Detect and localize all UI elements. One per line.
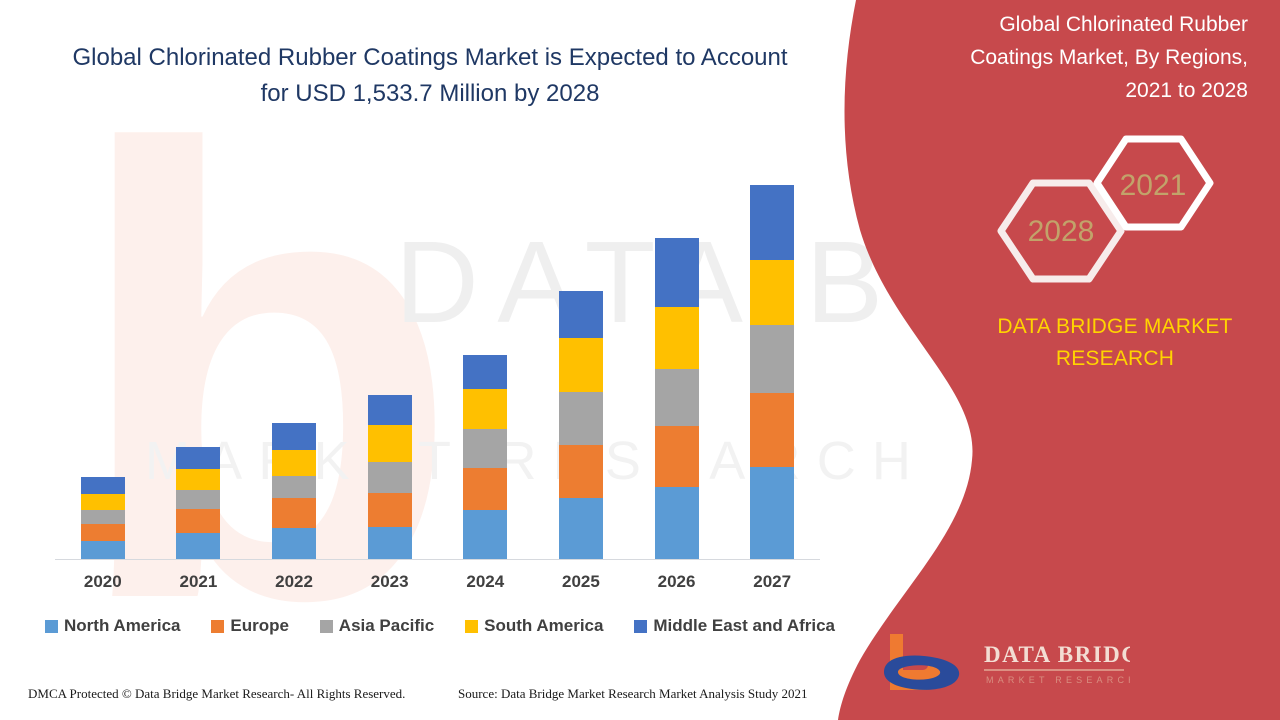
dmca-notice: DMCA Protected © Data Bridge Market Rese… <box>28 686 406 701</box>
bar-segment[interactable] <box>463 389 508 429</box>
bar-segment[interactable] <box>558 338 603 392</box>
bar-group-2024[interactable] <box>463 355 508 559</box>
bar-segment[interactable] <box>176 490 221 509</box>
x-axis-line <box>55 559 820 560</box>
bar-segment[interactable] <box>272 476 317 498</box>
bar-segment[interactable] <box>750 325 795 393</box>
bar-group-2023[interactable] <box>367 395 412 559</box>
bar-segment[interactable] <box>558 445 603 498</box>
bar-segment[interactable] <box>463 429 508 468</box>
bar-group-2021[interactable] <box>176 447 221 559</box>
legend-swatch-icon <box>45 619 58 633</box>
legend-swatch-icon <box>634 619 648 633</box>
bar-segment[interactable] <box>463 468 508 510</box>
page-title: Global Chlorinated Rubber Coatings Marke… <box>72 44 788 107</box>
bar-segment[interactable] <box>558 392 603 445</box>
bar-group-2025[interactable] <box>558 291 603 559</box>
x-axis-label-2026: 2026 <box>657 572 696 591</box>
bar-segment[interactable] <box>176 533 221 559</box>
legend-label: North America <box>64 616 181 635</box>
bar-segment[interactable] <box>272 498 317 528</box>
bar-segment[interactable] <box>80 477 125 494</box>
legend-swatch-icon <box>319 619 333 633</box>
bar-segment[interactable] <box>654 426 699 487</box>
bar-segment[interactable] <box>272 423 317 450</box>
legend-label: Europe <box>230 616 289 635</box>
source-note: Source: Data Bridge Market Research Mark… <box>458 686 808 701</box>
bar-segment[interactable] <box>654 369 699 426</box>
legend-item[interactable]: North America <box>45 616 181 636</box>
bar-segment[interactable] <box>80 494 125 510</box>
bar-segment[interactable] <box>80 510 125 524</box>
chart-panel: Global Chlorinated Rubber Coatings Marke… <box>55 44 820 602</box>
bar-segment[interactable] <box>750 260 795 325</box>
legend-label: South America <box>484 616 604 635</box>
legend-label: Middle East and Africa <box>653 616 835 635</box>
bar-segment[interactable] <box>176 469 221 490</box>
bar-segment[interactable] <box>272 528 317 559</box>
bar-group-2027[interactable] <box>750 185 795 559</box>
x-axis-label-2024: 2024 <box>466 572 505 591</box>
bar-segment[interactable] <box>80 541 125 559</box>
bar-segment[interactable] <box>367 425 412 462</box>
bar-segment[interactable] <box>80 524 125 541</box>
x-axis-label-2027: 2027 <box>753 572 792 591</box>
stacked-bar-chart <box>55 170 820 560</box>
bar-segment[interactable] <box>750 467 795 559</box>
bar-segment[interactable] <box>558 498 603 559</box>
bar-segment[interactable] <box>750 393 795 467</box>
bar-group-2022[interactable] <box>272 423 317 559</box>
legend-item[interactable]: Middle East and Africa <box>634 616 835 636</box>
x-axis-label-2025: 2025 <box>562 572 600 591</box>
bar-segment[interactable] <box>367 493 412 527</box>
legend-item[interactable]: South America <box>465 616 603 636</box>
legend-item[interactable]: Europe <box>211 616 289 636</box>
bar-segment[interactable] <box>463 510 508 559</box>
legend-swatch-icon <box>211 619 225 633</box>
bar-segment[interactable] <box>558 291 603 338</box>
red-side-panel <box>820 0 1280 720</box>
x-axis-label-2020: 2020 <box>83 572 122 591</box>
bar-segment[interactable] <box>176 509 221 533</box>
bar-segment[interactable] <box>367 527 412 559</box>
bar-group-2026[interactable] <box>654 238 699 559</box>
chart-legend: North America Europe Asia Pacific South Ame… <box>45 616 835 636</box>
bar-segment[interactable] <box>750 185 795 260</box>
bar-segment[interactable] <box>272 450 317 476</box>
x-axis-label-2021: 2021 <box>179 572 218 591</box>
x-axis-label-2023: 2023 <box>370 572 409 591</box>
x-axis-labels: 2020 2021 2022 2023 2024 2025 2026 2027 <box>55 572 820 602</box>
bar-segment[interactable] <box>654 238 699 307</box>
legend-swatch-icon <box>465 619 479 633</box>
bar-group-2020[interactable] <box>80 477 125 559</box>
x-axis-label-2022: 2022 <box>275 572 313 591</box>
bar-segment[interactable] <box>367 462 412 493</box>
bar-segment[interactable] <box>654 487 699 559</box>
legend-item[interactable]: Asia Pacific <box>319 616 435 636</box>
bar-segment[interactable] <box>367 395 412 425</box>
bar-segment[interactable] <box>463 355 508 389</box>
bar-segment[interactable] <box>654 307 699 369</box>
bar-segment[interactable] <box>176 447 221 469</box>
legend-label: Asia Pacific <box>338 616 435 635</box>
